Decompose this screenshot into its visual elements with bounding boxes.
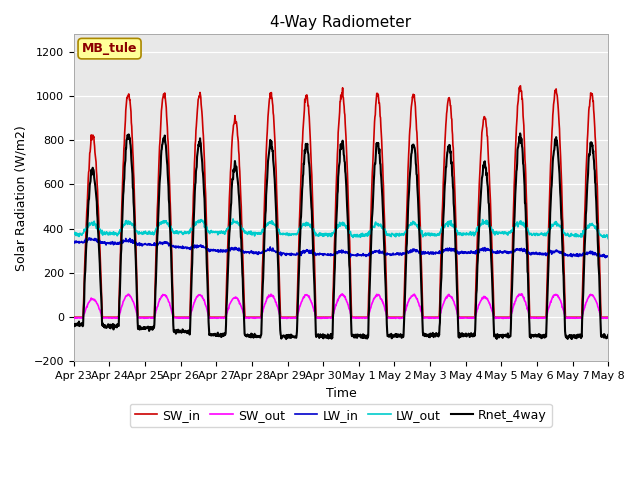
- LW_in: [494, 248, 502, 254]
- SW_out: [541, 315, 549, 321]
- SW_in: [604, 314, 612, 320]
- Legend: SW_in, SW_out, LW_in, LW_out, Rnet_4way: SW_in, SW_out, LW_in, LW_out, Rnet_4way: [130, 404, 552, 427]
- SW_in: [541, 314, 549, 320]
- X-axis label: Time: Time: [326, 387, 356, 400]
- SW_in: [70, 314, 77, 320]
- Title: 4-Way Radiometer: 4-Way Radiometer: [270, 15, 412, 30]
- Rnet_4way: [282, 336, 290, 342]
- LW_out: [604, 236, 612, 241]
- Rnet_4way: [541, 332, 549, 337]
- Line: Rnet_4way: Rnet_4way: [74, 133, 608, 339]
- LW_in: [176, 244, 184, 250]
- Line: SW_out: SW_out: [74, 294, 608, 319]
- LW_in: [189, 243, 197, 249]
- LW_out: [189, 227, 196, 233]
- SW_out: [176, 315, 184, 321]
- SW_out: [604, 315, 612, 321]
- Line: LW_out: LW_out: [74, 219, 608, 239]
- Text: MB_tule: MB_tule: [82, 42, 138, 55]
- SW_out: [518, 291, 525, 297]
- Rnet_4way: [494, 332, 502, 337]
- Rnet_4way: [604, 332, 612, 338]
- LW_in: [541, 251, 549, 256]
- SW_in: [424, 314, 431, 320]
- Rnet_4way: [189, 243, 196, 249]
- SW_out: [493, 315, 501, 321]
- Rnet_4way: [176, 329, 184, 335]
- SW_out: [499, 316, 507, 322]
- LW_out: [249, 229, 257, 235]
- LW_in: [249, 249, 257, 254]
- LW_in: [602, 255, 609, 261]
- SW_in: [189, 216, 196, 222]
- LW_out: [541, 230, 549, 236]
- LW_out: [229, 216, 237, 222]
- LW_out: [176, 229, 184, 235]
- LW_out: [424, 232, 432, 238]
- LW_in: [86, 235, 93, 241]
- SW_in: [493, 314, 501, 320]
- LW_out: [70, 231, 77, 237]
- Rnet_4way: [70, 322, 77, 327]
- Rnet_4way: [424, 332, 432, 337]
- SW_in: [176, 314, 184, 320]
- Line: LW_in: LW_in: [74, 238, 608, 258]
- SW_in: [248, 314, 256, 320]
- SW_out: [248, 315, 256, 321]
- SW_out: [424, 315, 431, 321]
- LW_in: [604, 254, 612, 260]
- Line: SW_in: SW_in: [74, 86, 608, 317]
- LW_in: [70, 239, 77, 245]
- Rnet_4way: [248, 334, 256, 340]
- LW_out: [494, 230, 502, 236]
- SW_out: [70, 315, 77, 321]
- SW_in: [516, 83, 524, 89]
- Y-axis label: Solar Radiation (W/m2): Solar Radiation (W/m2): [15, 125, 28, 271]
- LW_in: [424, 250, 432, 256]
- Rnet_4way: [516, 131, 524, 136]
- SW_out: [189, 305, 196, 311]
